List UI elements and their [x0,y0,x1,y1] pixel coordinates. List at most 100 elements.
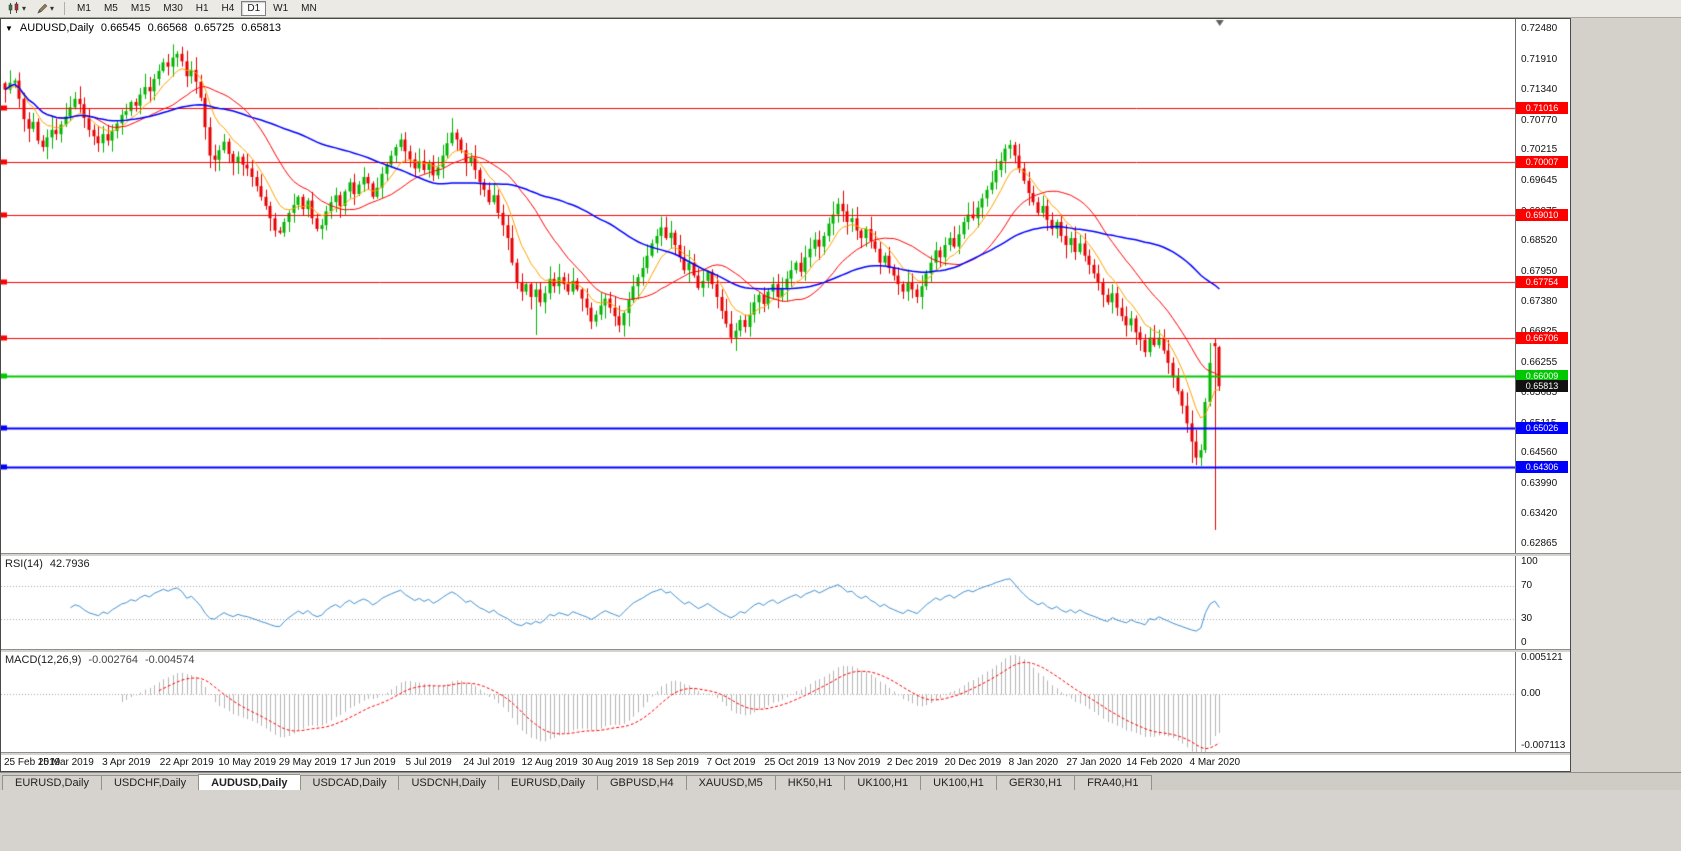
date-label: 29 May 2019 [278,757,337,768]
macd-scale-label: 0.00 [1521,687,1541,699]
price-scale-label: 0.72480 [1521,23,1558,35]
date-label: 25 Feb 2019 [4,757,61,768]
timeframe-m5-button[interactable]: M5 [98,1,124,16]
tab-eurusd-daily[interactable]: EURUSD,Daily [2,775,101,790]
toolbar-separator [64,2,66,15]
rsi-canvas[interactable] [1,556,1515,649]
drawing-tools-button[interactable]: ▾ [32,1,58,17]
tab-gbpusd-h4[interactable]: GBPUSD,H4 [597,775,686,790]
price-scale-label: 0.67950 [1521,265,1558,277]
price-level-badge: 0.65026 [1516,422,1568,435]
time-axis[interactable]: 25 Feb 2019 15 Mar 2019 3 Apr 2019 22 Apr 2… [1,755,1570,771]
macd-canvas[interactable] [1,652,1515,752]
macd-pane: MACD(12,26,9) -0.002764 -0.004574 0.0051… [1,652,1570,752]
macd-plot[interactable]: MACD(12,26,9) -0.002764 -0.004574 [1,652,1515,752]
date-label: 22 Apr 2019 [159,757,214,768]
timeframe-mn-button[interactable]: MN [295,1,323,16]
chevron-down-icon: ▾ [50,3,55,13]
date-label: 14 Feb 2020 [1126,757,1183,768]
date-label: 7 Oct 2019 [706,757,756,768]
date-label: 18 Sep 2019 [642,757,699,768]
macd-scale[interactable]: 0.005121 0.00 -0.007113 [1515,652,1570,752]
tab-uk100-h1[interactable]: UK100,H1 [920,775,996,790]
timeframe-h1-button[interactable]: H1 [190,1,215,16]
chart-type-button[interactable]: ▾ [3,1,30,17]
date-label: 10 May 2019 [218,757,277,768]
price-level-badge: 0.66706 [1516,332,1568,345]
price-scale-label: 0.65685 [1521,387,1558,399]
date-label: 30 Aug 2019 [581,757,639,768]
price-scale-label: 0.66255 [1521,356,1558,368]
tab-fra40-h1[interactable]: FRA40,H1 [1074,775,1152,790]
toolbar: ▾ ▾ M1 M5 M15 M30 H1 H4 D1 W1 MN [0,0,1681,18]
macd-name: MACD(12,26,9) [5,654,82,666]
date-label: 2 Dec 2019 [886,757,938,768]
timeframe-m15-button[interactable]: M15 [125,1,156,16]
pane-splitter[interactable] [1,553,1570,556]
rsi-scale[interactable]: 100 70 30 0 [1515,556,1570,649]
timeframe-d1-button[interactable]: D1 [241,1,267,16]
pane-splitter[interactable] [1,649,1570,652]
timeframe-m1-button[interactable]: M1 [71,1,97,16]
timeframe-w1-button[interactable]: W1 [267,1,294,16]
price-scale-label: 0.63420 [1521,508,1558,520]
date-label: 25 Oct 2019 [764,757,819,768]
timeframe-group: M1 M5 M15 M30 H1 H4 D1 W1 MN [71,1,323,16]
timeframe-m30-button[interactable]: M30 [157,1,188,16]
rsi-scale-label: 100 [1521,556,1538,568]
status-area [0,790,1681,851]
rsi-scale-label: 70 [1521,580,1533,592]
candlestick-chart-icon [8,2,19,14]
price-scale-label: 0.70770 [1521,114,1558,126]
rsi-name: RSI(14) [5,558,43,570]
price-scale-label: 0.71910 [1521,53,1558,65]
macd-scale-label: 0.005121 [1521,652,1563,663]
macd-main-value: -0.002764 [88,654,138,666]
price-scale[interactable]: 0.72480 0.71910 0.71340 0.70770 0.70215 0.696… [1515,19,1570,553]
price-level-badge: 0.66009 [1516,369,1568,382]
price-level-badge: 0.64306 [1516,460,1568,473]
rsi-plot[interactable]: RSI(14) 42.7936 [1,556,1515,649]
tab-usdcnh-daily[interactable]: USDCNH,Daily [398,775,499,790]
date-label: 15 Mar 2019 [37,757,94,768]
price-level-badge: 0.69010 [1516,209,1568,222]
price-scale-label: 0.69645 [1521,175,1558,187]
macd-label: MACD(12,26,9) -0.002764 -0.004574 [5,654,195,666]
price-scale-label: 0.68520 [1521,235,1558,247]
price-scale-label: 0.70215 [1521,144,1558,156]
rsi-label: RSI(14) 42.7936 [5,558,90,570]
macd-signal-value: -0.004574 [144,654,195,666]
ohlc-close: 0.65813 [241,22,281,34]
tab-audusd-daily[interactable]: AUDUSD,Daily [198,774,300,790]
price-chart[interactable]: ▼ AUDUSD,Daily 0.66545 0.66568 0.65725 0… [1,19,1515,553]
pane-splitter[interactable] [1,752,1570,755]
date-label: 24 Jul 2019 [463,757,515,768]
price-scale-label: 0.63990 [1521,477,1558,489]
main-price-pane: ▼ AUDUSD,Daily 0.66545 0.66568 0.65725 0… [1,19,1570,553]
date-label: 13 Nov 2019 [823,757,881,768]
ohlc-high: 0.66568 [147,22,188,34]
window-background [1571,18,1681,772]
tab-uk100-h1[interactable]: UK100,H1 [844,775,921,790]
tab-usdcad-daily[interactable]: USDCAD,Daily [299,775,399,790]
chart-window: ▼ AUDUSD,Daily 0.66545 0.66568 0.65725 0… [0,18,1571,772]
ohlc-open: 0.66545 [100,22,141,34]
price-chart-canvas[interactable] [1,19,1515,553]
date-label: 8 Jan 2020 [1008,757,1059,768]
tab-eurusd-daily[interactable]: EURUSD,Daily [498,775,597,790]
tab-ger30-h1[interactable]: GER30,H1 [995,775,1075,790]
tab-xauusd-m5[interactable]: XAUUSD,M5 [685,775,775,790]
rsi-scale-label: 30 [1521,612,1533,624]
tab-usdchf-daily[interactable]: USDCHF,Daily [100,775,199,790]
date-label: 27 Jan 2020 [1066,757,1122,768]
date-label: 12 Aug 2019 [521,757,578,768]
date-label: 17 Jun 2019 [340,757,396,768]
rsi-value: 42.7936 [49,558,90,570]
ohlc-low: 0.65725 [194,22,235,34]
pencil-icon [37,3,48,14]
timeframe-h4-button[interactable]: H4 [216,1,241,16]
price-scale-label: 0.67380 [1521,296,1558,308]
tab-hk50-h1[interactable]: HK50,H1 [774,775,845,790]
price-level-badge: 0.71016 [1516,101,1568,114]
